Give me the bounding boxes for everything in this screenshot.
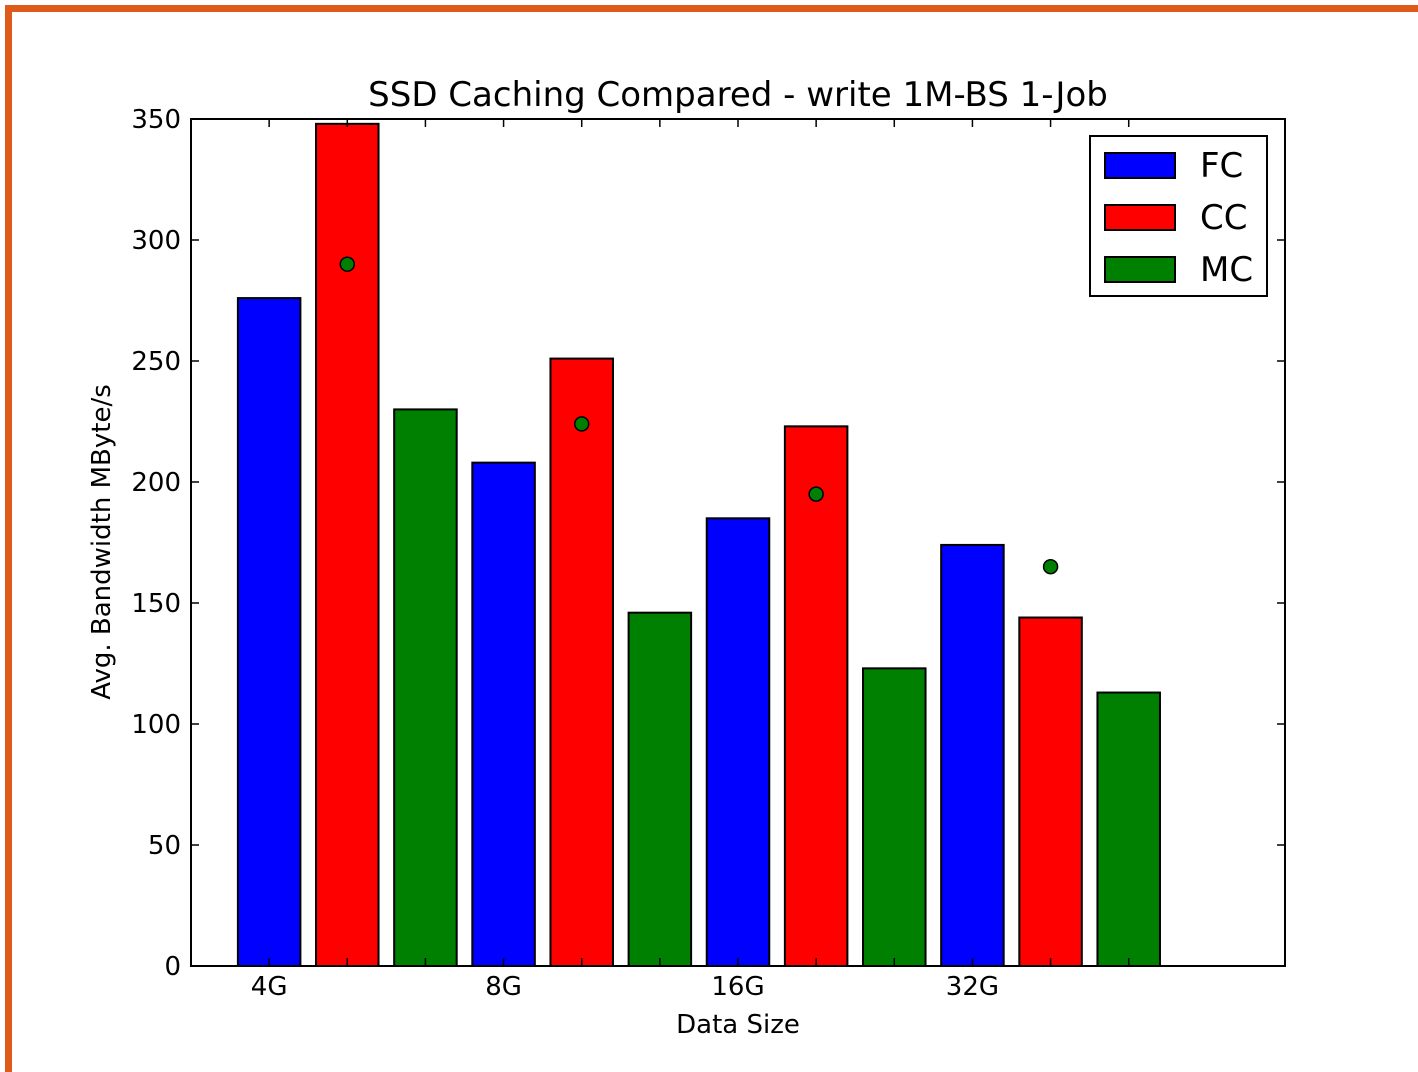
bar-fc-32g xyxy=(940,543,1005,967)
bars-group xyxy=(236,122,1161,968)
y-tick-label-350: 350 xyxy=(131,105,181,135)
legend-label-mc: MC xyxy=(1200,250,1253,290)
bar-cc-8g xyxy=(549,357,614,967)
legend-label-fc: FC xyxy=(1200,146,1243,186)
y-axis: 0 50 100 150 200 250 300 350 xyxy=(131,105,1285,982)
markers-group xyxy=(339,256,1059,575)
x-axis: 4G 8G 16G 32G xyxy=(251,119,1130,1002)
x-tick-label-16g: 16G xyxy=(711,972,764,1002)
y-tick-label-200: 200 xyxy=(131,468,181,498)
x-axis-label: Data Size xyxy=(676,1010,800,1040)
y-tick-label-250: 250 xyxy=(131,347,181,377)
y-tick-label-150: 150 xyxy=(131,589,181,619)
bar-mc-32g xyxy=(1096,691,1161,967)
marker-32g xyxy=(1042,558,1059,575)
marker-4g xyxy=(339,256,356,272)
legend-swatch-mc xyxy=(1104,256,1176,283)
legend-label-cc: CC xyxy=(1200,198,1247,238)
marker-8g xyxy=(573,416,590,432)
x-tick-label-32g: 32G xyxy=(946,972,999,1002)
bar-mc-8g xyxy=(627,611,693,967)
x-tick-label-8g: 8G xyxy=(485,972,522,1002)
legend-swatch-fc xyxy=(1104,152,1176,179)
bar-mc-4g xyxy=(393,408,458,967)
y-tick-label-0: 0 xyxy=(164,952,181,982)
bar-cc-4g xyxy=(315,122,380,967)
legend-swatch-cc xyxy=(1104,204,1176,231)
bar-fc-8g xyxy=(471,461,536,967)
bar-mc-16g xyxy=(862,667,927,968)
legend: FC CC MC xyxy=(1089,135,1268,297)
y-tick-label-300: 300 xyxy=(131,226,181,256)
marker-16g xyxy=(808,486,824,502)
bar-fc-4g xyxy=(236,297,302,967)
y-axis-label: Avg. Bandwidth MByte/s xyxy=(87,384,117,700)
x-tick-label-4g: 4G xyxy=(251,972,288,1002)
bar-fc-16g xyxy=(705,517,771,967)
bar-cc-32g xyxy=(1018,616,1083,968)
y-tick-label-100: 100 xyxy=(131,710,181,740)
chart-title: SSD Caching Compared - write 1M-BS 1-Job xyxy=(368,75,1108,115)
bar-cc-16g xyxy=(783,425,849,967)
y-tick-label-50: 50 xyxy=(148,831,181,861)
